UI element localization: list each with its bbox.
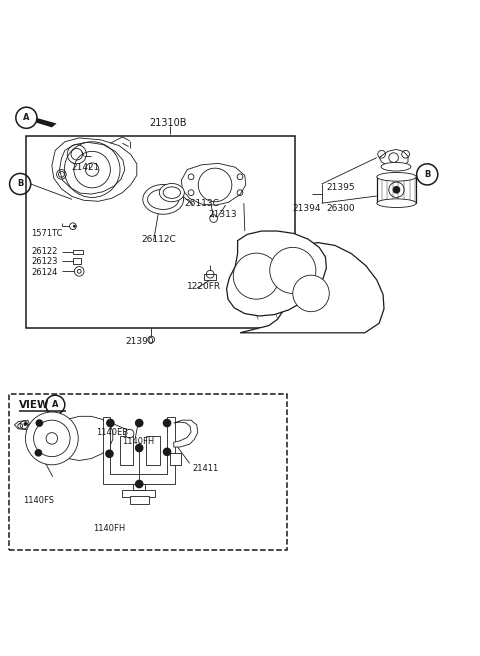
- Ellipse shape: [159, 184, 184, 202]
- Text: A: A: [52, 400, 59, 409]
- Polygon shape: [227, 231, 326, 316]
- Text: B: B: [17, 180, 24, 188]
- Circle shape: [125, 429, 134, 438]
- Circle shape: [198, 168, 232, 202]
- Circle shape: [36, 419, 43, 427]
- Text: 26124: 26124: [31, 268, 58, 277]
- Bar: [204, 274, 216, 280]
- Bar: [130, 497, 149, 504]
- Bar: [170, 453, 181, 465]
- Polygon shape: [379, 150, 408, 168]
- Ellipse shape: [143, 184, 184, 215]
- Text: 26122: 26122: [31, 247, 58, 256]
- Ellipse shape: [148, 190, 179, 209]
- Polygon shape: [36, 118, 57, 127]
- Polygon shape: [103, 417, 175, 484]
- Text: 26123: 26123: [31, 257, 58, 266]
- Text: 1220FR: 1220FR: [187, 282, 221, 291]
- Circle shape: [163, 419, 171, 427]
- Text: 21313: 21313: [209, 210, 238, 218]
- Circle shape: [135, 480, 144, 488]
- Polygon shape: [174, 420, 198, 447]
- Text: 21394: 21394: [293, 205, 321, 213]
- Text: 21421: 21421: [71, 163, 99, 172]
- Polygon shape: [240, 243, 384, 333]
- Circle shape: [20, 421, 28, 429]
- Bar: [9, 394, 287, 550]
- Text: 1571TC: 1571TC: [31, 229, 63, 238]
- Bar: [73, 258, 81, 264]
- Polygon shape: [57, 417, 113, 461]
- Bar: [377, 177, 416, 203]
- Text: 1140FH: 1140FH: [93, 523, 126, 533]
- Circle shape: [393, 186, 400, 194]
- Circle shape: [106, 419, 115, 427]
- Text: 1140FS: 1140FS: [23, 497, 54, 505]
- Bar: [122, 490, 155, 497]
- Circle shape: [233, 253, 279, 299]
- Text: 21310B: 21310B: [149, 118, 186, 128]
- Polygon shape: [181, 163, 246, 205]
- Circle shape: [135, 443, 144, 453]
- Ellipse shape: [377, 199, 416, 207]
- Circle shape: [73, 225, 76, 228]
- Circle shape: [24, 422, 27, 426]
- Bar: [146, 436, 160, 465]
- Text: 1140EB: 1140EB: [96, 428, 128, 437]
- Text: 26300: 26300: [326, 205, 355, 213]
- Circle shape: [135, 419, 144, 427]
- Text: 26113C: 26113C: [185, 199, 220, 208]
- Circle shape: [34, 420, 70, 457]
- Ellipse shape: [163, 187, 180, 198]
- Circle shape: [35, 449, 42, 457]
- Circle shape: [105, 449, 114, 458]
- Text: 21390: 21390: [125, 337, 154, 346]
- Ellipse shape: [377, 173, 416, 181]
- Text: B: B: [424, 170, 431, 179]
- Bar: [133, 483, 145, 490]
- Bar: [73, 250, 83, 254]
- Circle shape: [46, 433, 58, 444]
- Bar: [26, 136, 295, 328]
- Text: 21395: 21395: [326, 183, 355, 192]
- Bar: [120, 436, 133, 465]
- Circle shape: [25, 412, 78, 465]
- Circle shape: [163, 447, 171, 456]
- Circle shape: [70, 223, 76, 230]
- Text: VIEW: VIEW: [19, 400, 50, 410]
- Circle shape: [270, 247, 316, 293]
- Text: 1140FH: 1140FH: [122, 438, 155, 446]
- Text: 21411: 21411: [192, 464, 218, 473]
- Text: A: A: [23, 113, 30, 122]
- Ellipse shape: [381, 163, 411, 171]
- Text: 26112C: 26112C: [142, 235, 176, 243]
- Circle shape: [293, 276, 329, 312]
